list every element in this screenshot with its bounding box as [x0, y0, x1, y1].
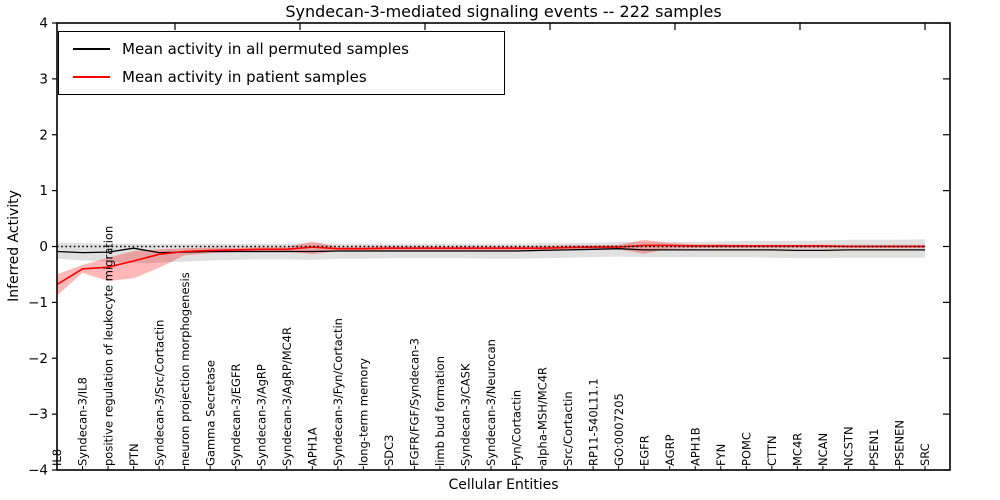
y-tick-label: 0: [39, 239, 48, 255]
y-tick-label: 4: [39, 16, 48, 32]
x-category-label: neuron projection morphogenesis: [178, 272, 192, 466]
x-category-label: alpha-MSH/MC4R: [535, 367, 549, 466]
y-tick-label: 3: [39, 71, 48, 87]
x-axis-label: Cellular Entities: [448, 477, 559, 493]
x-category-label: Fyn/Cortactin: [510, 390, 524, 466]
x-category-label: NCAN: [816, 433, 830, 466]
x-category-label: GO:0007205: [612, 393, 626, 466]
x-category-label: MC4R: [791, 433, 805, 466]
legend-label-permuted: Mean activity in all permuted samples: [122, 40, 409, 58]
legend-item-permuted: Mean activity in all permuted samples: [59, 38, 504, 60]
x-category-label: Syndecan-3/AgRP: [254, 364, 268, 466]
x-category-label: Syndecan-3/Neurocan: [484, 339, 498, 466]
x-category-label: FGFR/FGF/Syndecan-3: [408, 338, 422, 466]
x-category-label: FYN: [714, 444, 728, 466]
x-category-label: positive regulation of leukocyte migrati…: [101, 226, 115, 466]
x-category-label: limb bud formation: [433, 356, 447, 466]
x-category-label: POMC: [739, 432, 753, 466]
x-category-label: APH1B: [688, 427, 702, 466]
x-category-label: Gamma Secretase: [203, 360, 217, 466]
x-category-label: Syndecan-3/CASK: [459, 363, 473, 466]
legend-box: Mean activity in all permuted samples Me…: [58, 31, 505, 95]
x-category-label: SRC: [918, 443, 932, 466]
x-category-label: Src/Cortactin: [561, 391, 575, 466]
permuted-mean-line: [56, 247, 925, 254]
x-category-label: NCSTN: [842, 426, 856, 466]
x-category-label: PTN: [127, 443, 141, 466]
y-tick-label: 1: [39, 183, 48, 199]
x-category-label: long-term memory: [357, 358, 371, 466]
y-tick-label: −2: [28, 351, 48, 367]
x-category-label: Syndecan-3/Fyn/Cortactin: [331, 318, 345, 466]
x-category-label: RP11-540L11.1: [586, 378, 600, 466]
x-category-label: Syndecan-3/EGFR: [229, 363, 243, 466]
x-category-label: CTTN: [765, 436, 779, 466]
x-category-label: APH1A: [305, 427, 319, 466]
y-tick-label: 2: [39, 127, 48, 143]
x-category-label: SDC3: [382, 434, 396, 466]
patient-line-swatch: [73, 76, 110, 78]
y-tick-label: −1: [28, 295, 48, 311]
y-tick-label: −4: [28, 463, 48, 479]
x-category-label: EGFR: [637, 435, 651, 466]
x-category-label: Syndecan-3/Src/Cortactin: [152, 320, 166, 466]
x-category-label: Syndecan-3/IL8: [76, 377, 90, 466]
x-category-label: PSEN1: [867, 429, 881, 466]
x-category-label: IL8: [50, 449, 64, 466]
legend-item-patient: Mean activity in patient samples: [59, 66, 504, 88]
permuted-line-swatch: [73, 48, 110, 50]
y-tick-label: −3: [28, 407, 48, 423]
chart-title: Syndecan-3-mediated signaling events -- …: [285, 2, 722, 21]
x-category-label: Syndecan-3/AgRP/MC4R: [280, 327, 294, 466]
x-category-label: PSENEN: [893, 420, 907, 466]
x-category-label: AGRP: [663, 434, 677, 466]
legend-label-patient: Mean activity in patient samples: [122, 68, 367, 86]
